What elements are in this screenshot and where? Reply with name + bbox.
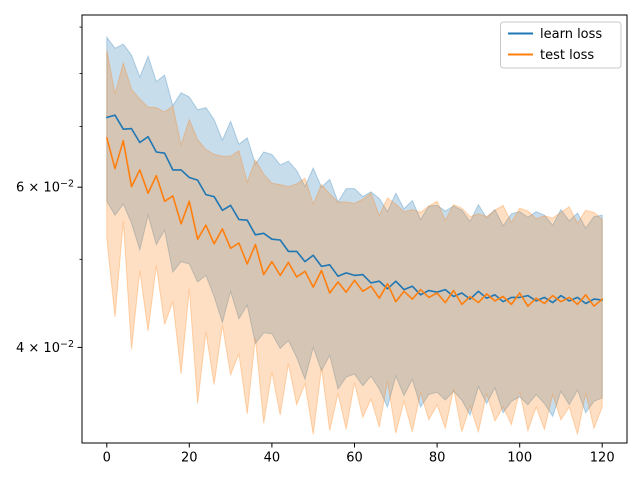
y-tick-label: 6 × 10−2 xyxy=(16,179,74,196)
legend-label: test loss xyxy=(540,48,594,63)
legend-entry-learn-loss: learn loss xyxy=(508,27,602,42)
legend-entry-test-loss: test loss xyxy=(508,48,594,63)
test-loss-band xyxy=(106,50,603,435)
test-loss-line xyxy=(106,137,604,308)
x-tick-label: 0 xyxy=(103,451,111,466)
x-tick-label: 60 xyxy=(346,451,363,466)
legend: learn loss test loss xyxy=(500,21,622,69)
y-tick-label: 4 × 10−2 xyxy=(16,339,74,356)
learn-loss-line xyxy=(106,114,604,305)
x-tick-label: 80 xyxy=(429,451,446,466)
legend-label: learn loss xyxy=(540,27,602,42)
x-tick-label: 20 xyxy=(181,451,198,466)
x-tick-label: 100 xyxy=(507,451,532,466)
learn-loss-band xyxy=(106,35,603,418)
x-tick-label: 120 xyxy=(590,451,615,466)
x-tick-label: 40 xyxy=(264,451,281,466)
